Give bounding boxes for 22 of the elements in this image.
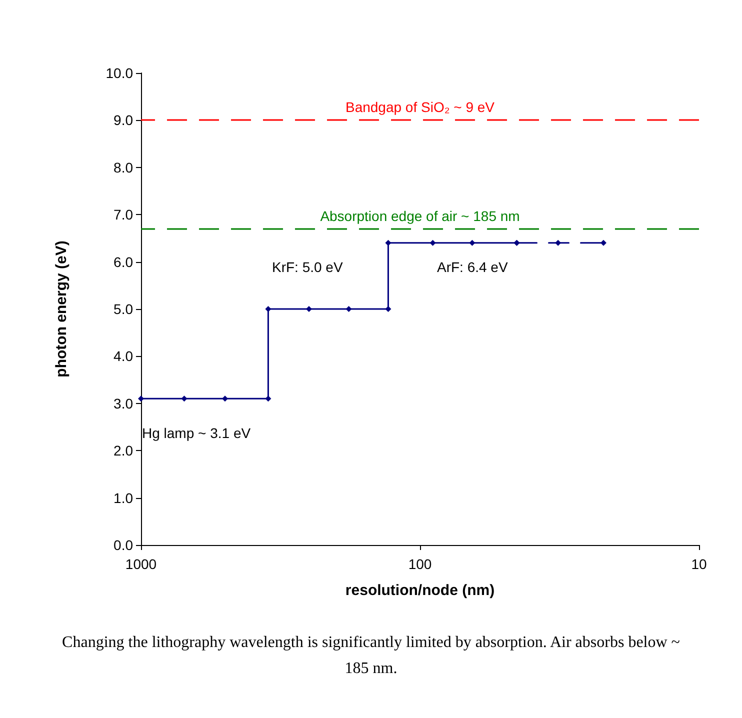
annotation: ArF: 6.4 eV (437, 259, 508, 275)
y-tick-label: 6.0 (114, 254, 134, 270)
y-tick-label: 1.0 (114, 490, 134, 506)
y-tick-label: 0.0 (114, 537, 134, 553)
y-tick-label: 8.0 (114, 159, 134, 176)
x-tick-label: 100 (408, 556, 432, 572)
y-tick-label: 4.0 (114, 348, 134, 364)
y-axis-title: photon energy (eV) (53, 240, 70, 378)
y-tick-label: 3.0 (114, 395, 134, 412)
annotation: KrF: 5.0 eV (272, 259, 344, 275)
y-tick-label: 7.0 (114, 206, 134, 223)
x-tick-label: 1000 (125, 556, 157, 572)
text: Changing the lithography wavelength is significantly limited by absorption. Air absorbs below ~ 185 nm. (61, 633, 681, 679)
annotation: Hg lamp ~ 3.1 eV (142, 425, 252, 441)
y-tick-label: 9.0 (114, 112, 134, 128)
y-tick-label: 2.0 (114, 442, 134, 459)
x-tick-label: 10 (691, 556, 707, 572)
y-tick-label: 10.0 (106, 65, 134, 81)
y-tick-label: 5.0 (114, 301, 134, 317)
ref-line-label: Absorption edge of air ~ 185 nm (320, 208, 520, 224)
ref-line-label: Bandgap of SiO₂ ~ 9 eV (345, 99, 496, 116)
x-axis-title: resolution/node (nm) (345, 582, 495, 599)
